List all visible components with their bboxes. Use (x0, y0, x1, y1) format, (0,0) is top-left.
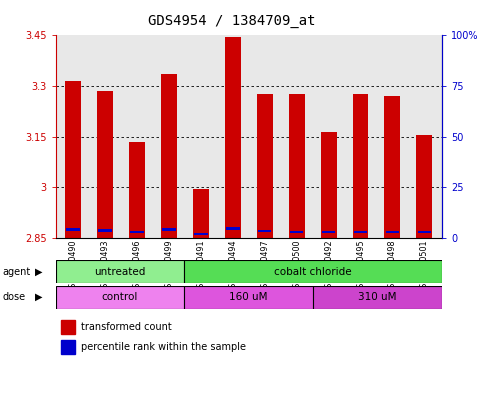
Text: ▶: ▶ (35, 292, 43, 302)
Bar (129, 141, 145, 238)
Bar (321, 132, 337, 238)
Bar (66, 228, 80, 231)
Bar (418, 231, 431, 233)
Text: cobalt chloride: cobalt chloride (274, 266, 352, 277)
Bar (313, 286, 442, 309)
Bar (226, 227, 240, 230)
Bar (98, 229, 112, 231)
Bar (97, 91, 113, 238)
Bar (161, 74, 177, 238)
Bar (130, 231, 144, 233)
Bar (258, 230, 271, 232)
Bar (185, 260, 442, 283)
Text: ▶: ▶ (35, 266, 43, 277)
Bar (289, 94, 305, 238)
Bar (162, 228, 176, 231)
Bar (385, 231, 399, 233)
Text: 310 uM: 310 uM (358, 292, 397, 302)
Text: transformed count: transformed count (81, 322, 172, 332)
Bar (225, 37, 241, 238)
Bar (185, 286, 313, 309)
Text: 160 uM: 160 uM (229, 292, 268, 302)
Text: dose: dose (2, 292, 26, 302)
Bar (353, 94, 369, 238)
Bar (194, 233, 208, 235)
Bar (354, 231, 367, 233)
Bar (416, 135, 432, 238)
Bar (193, 189, 209, 238)
Bar (322, 231, 335, 233)
Bar (257, 94, 273, 238)
Text: control: control (102, 292, 138, 302)
Text: percentile rank within the sample: percentile rank within the sample (81, 342, 246, 352)
Bar (65, 81, 81, 238)
Text: GDS4954 / 1384709_at: GDS4954 / 1384709_at (148, 14, 315, 28)
Bar (61, 320, 75, 334)
Text: untreated: untreated (94, 266, 146, 277)
Bar (56, 286, 185, 309)
Text: agent: agent (2, 266, 30, 277)
Bar (56, 260, 185, 283)
Bar (384, 96, 400, 238)
Bar (61, 340, 75, 354)
Bar (290, 231, 303, 233)
